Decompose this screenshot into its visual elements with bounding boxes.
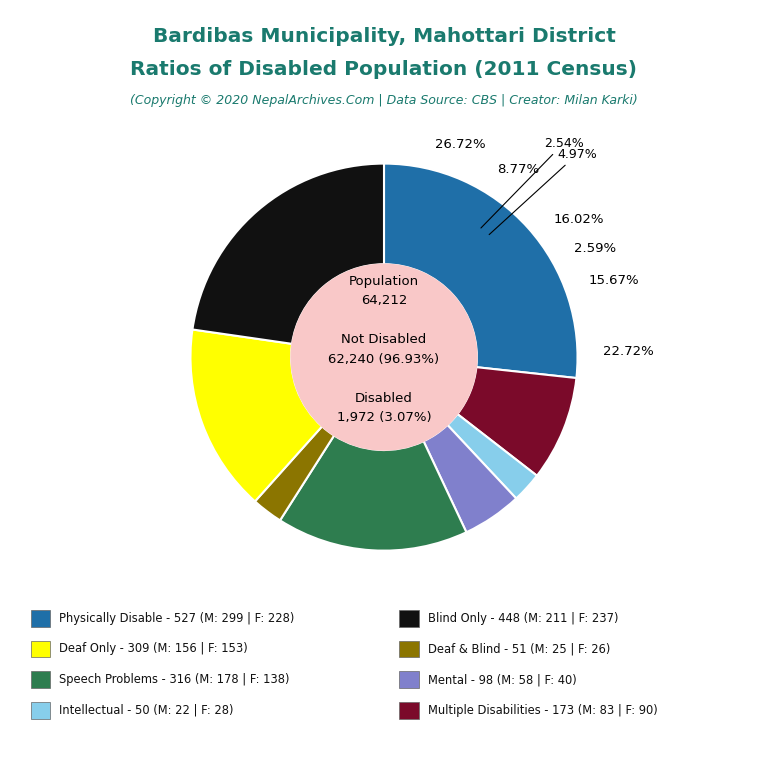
Text: Physically Disable - 527 (M: 299 | F: 228): Physically Disable - 527 (M: 299 | F: 22… xyxy=(59,612,294,624)
Text: (Copyright © 2020 NepalArchives.Com | Data Source: CBS | Creator: Milan Karki): (Copyright © 2020 NepalArchives.Com | Da… xyxy=(130,94,638,107)
Text: Bardibas Municipality, Mahottari District: Bardibas Municipality, Mahottari Distric… xyxy=(153,27,615,46)
Text: Deaf Only - 309 (M: 156 | F: 153): Deaf Only - 309 (M: 156 | F: 153) xyxy=(59,643,248,655)
Circle shape xyxy=(291,264,477,450)
Wedge shape xyxy=(280,435,466,551)
Text: Intellectual - 50 (M: 22 | F: 28): Intellectual - 50 (M: 22 | F: 28) xyxy=(59,704,233,717)
Wedge shape xyxy=(423,425,516,532)
Wedge shape xyxy=(193,164,384,344)
Wedge shape xyxy=(384,164,578,378)
Text: Blind Only - 448 (M: 211 | F: 237): Blind Only - 448 (M: 211 | F: 237) xyxy=(428,612,618,624)
Text: 16.02%: 16.02% xyxy=(554,213,604,226)
Text: Ratios of Disabled Population (2011 Census): Ratios of Disabled Population (2011 Cens… xyxy=(131,60,637,79)
Text: Mental - 98 (M: 58 | F: 40): Mental - 98 (M: 58 | F: 40) xyxy=(428,674,577,686)
Text: 2.54%: 2.54% xyxy=(481,137,584,228)
Text: 26.72%: 26.72% xyxy=(435,137,485,151)
Text: Population
64,212

Not Disabled
62,240 (96.93%)

Disabled
1,972 (3.07%): Population 64,212 Not Disabled 62,240 (9… xyxy=(329,275,439,424)
Text: Multiple Disabilities - 173 (M: 83 | F: 90): Multiple Disabilities - 173 (M: 83 | F: … xyxy=(428,704,657,717)
Text: 22.72%: 22.72% xyxy=(603,346,654,359)
Text: Speech Problems - 316 (M: 178 | F: 138): Speech Problems - 316 (M: 178 | F: 138) xyxy=(59,674,290,686)
Text: Deaf & Blind - 51 (M: 25 | F: 26): Deaf & Blind - 51 (M: 25 | F: 26) xyxy=(428,643,610,655)
Wedge shape xyxy=(458,367,577,475)
Wedge shape xyxy=(190,329,322,502)
Text: 8.77%: 8.77% xyxy=(497,164,539,177)
Text: 15.67%: 15.67% xyxy=(589,274,640,286)
Text: 4.97%: 4.97% xyxy=(489,147,598,234)
Text: 2.59%: 2.59% xyxy=(574,243,616,255)
Wedge shape xyxy=(448,414,537,498)
Wedge shape xyxy=(255,426,334,521)
